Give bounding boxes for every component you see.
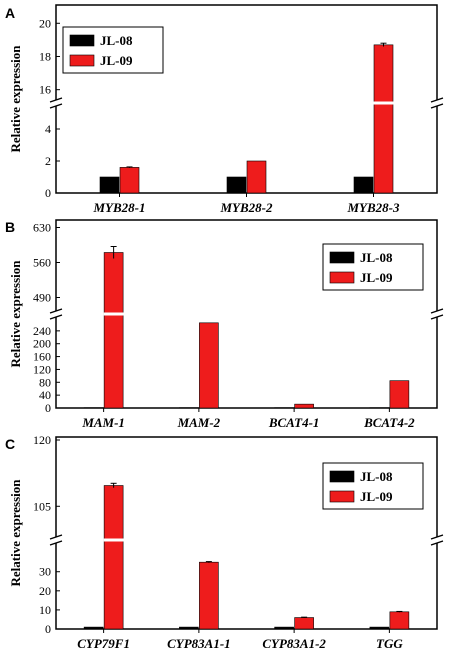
bar-JL-08-TGG — [369, 626, 390, 630]
panel-letter: C — [5, 436, 15, 452]
y-tick-label: 560 — [33, 256, 51, 270]
legend-label: JL-09 — [100, 53, 133, 68]
legend-label: JL-09 — [360, 489, 393, 504]
legend-swatch — [329, 251, 355, 264]
category-label: MAM-1 — [81, 415, 125, 430]
category-label: MYB28-3 — [347, 200, 401, 215]
category-label: MYB28-2 — [220, 200, 274, 215]
axis-break-mark — [430, 314, 444, 320]
category-label: MAM-2 — [177, 415, 221, 430]
axis-break-gap — [50, 537, 62, 543]
y-axis-label: Relative expression — [8, 45, 23, 153]
category-label: BCAT4-2 — [363, 415, 415, 430]
y-axis-label: Relative expression — [8, 260, 23, 368]
bar-break-band — [103, 312, 124, 316]
panel-letter: B — [5, 219, 15, 235]
legend-swatch — [69, 54, 95, 67]
bar-JL-09-MAM-1 — [103, 252, 124, 409]
axis-break-mark — [49, 97, 63, 103]
y-tick-label: 0 — [45, 622, 51, 636]
legend-swatch — [329, 490, 355, 503]
y-tick-label: 160 — [33, 350, 51, 364]
y-axis-label: Relative expression — [8, 479, 23, 587]
y-tick-label: 18 — [39, 49, 51, 63]
axis-break-gap — [431, 537, 443, 543]
y-tick-label: 20 — [39, 16, 51, 30]
y-tick-label: 240 — [33, 324, 51, 338]
legend: JL-08 JL-09 — [322, 243, 424, 291]
y-tick-label: 80 — [39, 375, 51, 389]
y-tick-label: 30 — [39, 565, 51, 579]
axis-break-mark — [49, 534, 63, 540]
y-tick-label: 105 — [33, 499, 51, 513]
category-label: MYB28-1 — [93, 200, 146, 215]
bar-break-band — [103, 538, 124, 542]
bar-JL-09-CYP79F1 — [103, 485, 124, 630]
axis-break-mark — [430, 540, 444, 546]
y-tick-label: 0 — [45, 186, 51, 200]
bar-JL-09-MYB28-2 — [246, 160, 267, 194]
y-tick-label: 2 — [45, 154, 51, 168]
bar-JL-08-CYP83A1-1 — [179, 626, 199, 630]
legend-swatch — [329, 271, 355, 284]
legend: JL-08 JL-09 — [62, 26, 164, 74]
y-tick-label: 120 — [33, 433, 51, 447]
y-tick-label: 200 — [33, 337, 51, 351]
category-label: CYP83A1-1 — [167, 636, 231, 650]
axis-break-mark — [430, 103, 444, 109]
bar-JL-09-TGG — [389, 611, 410, 630]
legend-label: JL-08 — [360, 469, 393, 484]
y-tick-label: 0 — [45, 401, 51, 415]
bar-JL-09-MYB28-3 — [373, 44, 394, 194]
bar-JL-09-BCAT4-2 — [389, 380, 410, 409]
axis-break-gap — [431, 100, 443, 106]
legend-label: JL-08 — [360, 250, 393, 265]
y-tick-label: 4 — [45, 122, 51, 136]
category-label: BCAT4-1 — [268, 415, 320, 430]
y-tick-label: 490 — [33, 291, 51, 305]
category-label: TGG — [376, 636, 403, 650]
category-label: CYP83A1-2 — [262, 636, 326, 650]
panel-C: C 0 10 20 30 105 120 CYP79F1 CYP83A1-1 CYP83A1-2 T… — [5, 433, 444, 650]
axis-break-gap — [50, 100, 62, 106]
y-tick-label: 40 — [39, 388, 51, 402]
legend: JL-08 JL-09 — [322, 462, 424, 510]
bar-JL-08-CYP79F1 — [83, 626, 104, 630]
panel-letter: A — [5, 5, 15, 21]
bar-JL-09-MAM-2 — [199, 322, 219, 409]
y-tick-label: 120 — [33, 362, 51, 376]
bar-JL-09-MYB28-1 — [119, 167, 140, 194]
axis-break-mark — [49, 314, 63, 320]
panel-A: A 0 2 4 16 18 20 MYB28-1 MYB28-2 MYB28-3 Relative … — [5, 4, 444, 215]
axis-break-gap — [431, 311, 443, 317]
bar-JL-08-MYB28-2 — [226, 176, 247, 194]
plot-frame — [55, 436, 438, 630]
legend-swatch — [69, 34, 95, 47]
bar-JL-08-MYB28-3 — [353, 176, 374, 194]
axis-break-mark — [430, 97, 444, 103]
legend-label: JL-08 — [100, 33, 133, 48]
bar-break-band — [373, 101, 394, 105]
bar-JL-09-CYP83A1-1 — [199, 561, 219, 630]
y-tick-label: 630 — [33, 221, 51, 235]
axis-break-mark — [49, 308, 63, 314]
axis-break-gap — [50, 311, 62, 317]
bar-JL-09-CYP83A1-2 — [294, 617, 314, 630]
y-tick-label: 20 — [39, 584, 51, 598]
axis-break-mark — [49, 103, 63, 109]
bar-JL-08-MYB28-1 — [99, 176, 120, 194]
axis-break-mark — [430, 308, 444, 314]
legend-label: JL-09 — [360, 270, 393, 285]
axis-break-mark — [430, 534, 444, 540]
bar-JL-08-CYP83A1-2 — [274, 626, 294, 630]
legend-swatch — [329, 470, 355, 483]
axis-break-mark — [49, 540, 63, 546]
bar-JL-09-BCAT4-1 — [294, 403, 314, 409]
category-label: CYP79F1 — [77, 636, 130, 650]
y-tick-label: 16 — [39, 83, 51, 97]
y-tick-label: 10 — [39, 603, 51, 617]
